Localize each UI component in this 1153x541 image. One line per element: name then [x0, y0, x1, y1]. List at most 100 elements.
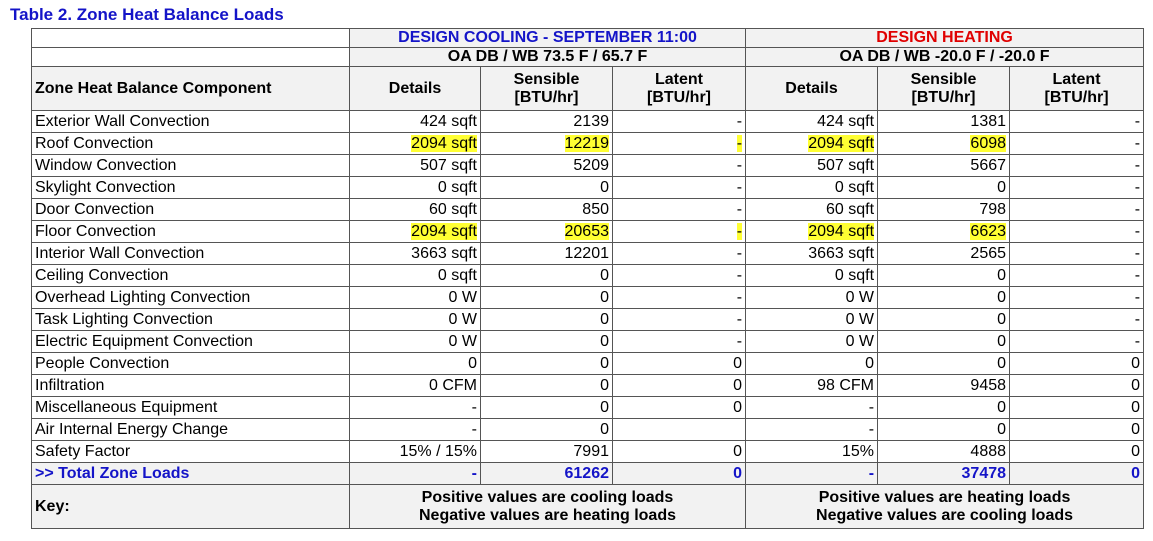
cell-value: 424 sqft — [817, 112, 875, 130]
cell-value: 2094 sqft — [411, 134, 477, 152]
column-label: Sensible [BTU/hr] — [513, 70, 580, 106]
cell: People Convection — [31, 352, 350, 375]
component-name: Floor Convection — [35, 222, 156, 240]
key-text: Positive values are heating loads — [818, 488, 1071, 506]
cell-value: 7991 — [573, 442, 609, 460]
cell-value: 424 sqft — [420, 112, 477, 130]
cell: 2094 sqft — [349, 132, 481, 155]
cell: 0 W — [349, 286, 481, 309]
data-row: Door Convection 60 sqft 850 - 60 sqft 798 - — [31, 198, 1145, 221]
cell: 2139 — [480, 110, 613, 133]
cell: Door Convection — [31, 198, 350, 221]
cell: 0 — [1009, 396, 1145, 419]
cell: 7991 — [480, 440, 613, 463]
total-cell: 0 — [1009, 462, 1145, 485]
cell: Air Internal Energy Change — [31, 418, 350, 441]
cell-value: 12219 — [564, 134, 609, 152]
data-row: People Convection 0 0 0 0 0 0 — [31, 352, 1145, 375]
key-notes: Positive values are heating loads Negativ… — [745, 484, 1145, 529]
cell: 98 CFM — [745, 374, 879, 397]
cell: 60 sqft — [349, 198, 481, 221]
key-line: Positive values are cooling loads — [353, 489, 742, 507]
data-row: Overhead Lighting Convection 0 W 0 - 0 W 0 - — [31, 286, 1145, 309]
table-title: Table 2. Zone Heat Balance Loads — [10, 5, 284, 24]
cell-value: - — [868, 398, 875, 416]
cell: Roof Convection — [31, 132, 350, 155]
column-header: Sensible [BTU/hr] — [480, 66, 613, 111]
cell: Exterior Wall Convection — [31, 110, 350, 133]
cell-value: 798 — [979, 200, 1007, 218]
data-row: Infiltration 0 CFM 0 0 98 CFM 9458 0 — [31, 374, 1145, 397]
cell-value: 0 — [733, 376, 743, 394]
column-header: Latent [BTU/hr] — [1009, 66, 1145, 111]
total-value: - — [868, 464, 875, 482]
key-notes: Positive values are cooling loads Negativ… — [348, 484, 747, 529]
data-row: Roof Convection 2094 sqft 12219 - 2094 sqft 6… — [31, 132, 1145, 155]
key-line: Negative values are heating loads — [353, 507, 742, 525]
cell: - — [1009, 110, 1145, 133]
cell: - — [611, 132, 747, 155]
cell-value: 20653 — [564, 222, 609, 240]
cell-value: 0 — [1131, 354, 1141, 372]
cell-value: - — [736, 222, 743, 240]
key-text: Negative values are heating loads — [419, 506, 676, 524]
cell-value: - — [868, 420, 875, 438]
cell: 5209 — [480, 154, 613, 177]
cell-value: 0 W — [845, 332, 875, 350]
cell-value: 0 — [997, 332, 1007, 350]
cell-value: 0 — [600, 354, 609, 372]
cell: Window Convection — [31, 154, 350, 177]
cell: 0 — [877, 330, 1011, 353]
cell-value: 0 — [600, 288, 609, 306]
cell: - — [349, 418, 481, 441]
component-name: People Convection — [35, 354, 170, 372]
cell: 0 — [1009, 352, 1145, 375]
cell-value: - — [1134, 200, 1141, 218]
cell-value: 0 — [600, 332, 609, 350]
component-name: Door Convection — [35, 200, 155, 218]
cell-value: - — [1134, 288, 1141, 306]
cell: 0 sqft — [745, 264, 879, 287]
cell-value: 0 — [997, 288, 1007, 306]
cell-value: 60 sqft — [428, 200, 477, 218]
cell — [611, 418, 747, 441]
data-row: Electric Equipment Convection 0 W 0 - 0 W 0 - — [31, 330, 1145, 353]
cell-value: 3663 sqft — [411, 244, 477, 262]
cell: - — [611, 176, 747, 199]
cell-value: 9458 — [970, 376, 1007, 394]
cell: 0 — [877, 286, 1011, 309]
cell-value: 60 sqft — [825, 200, 875, 218]
cell: 0 sqft — [349, 264, 481, 287]
cell: 2094 sqft — [745, 132, 879, 155]
cell: - — [1009, 198, 1145, 221]
cell: 0 — [877, 264, 1011, 287]
cell: - — [1009, 308, 1145, 331]
cell-value: 0 — [865, 354, 875, 372]
total-value: 61262 — [564, 464, 610, 482]
data-row: Task Lighting Convection 0 W 0 - 0 W 0 - — [31, 308, 1145, 331]
cell-value: 2094 sqft — [808, 222, 875, 240]
cell: 2565 — [877, 242, 1011, 265]
total-cell: >> Total Zone Loads — [31, 462, 350, 485]
cell-value: 0 W — [448, 310, 477, 328]
cell-value: 4888 — [970, 442, 1007, 460]
total-value: 37478 — [961, 464, 1007, 482]
cell-value: 12201 — [564, 244, 610, 262]
component-name: Roof Convection — [35, 134, 154, 152]
cell: - — [1009, 176, 1145, 199]
key-line: Negative values are cooling loads — [749, 507, 1140, 525]
cell-value: 0 CFM — [429, 376, 477, 394]
data-row: Floor Convection 2094 sqft 20653 - 2094 sqft… — [31, 220, 1145, 243]
key-text: Negative values are cooling loads — [816, 506, 1074, 524]
cell-value: - — [736, 288, 743, 306]
component-name: Electric Equipment Convection — [35, 332, 253, 350]
cell-value: 5209 — [573, 156, 609, 174]
cell: 6098 — [877, 132, 1011, 155]
cell: 0 — [1009, 440, 1145, 463]
column-header: Sensible [BTU/hr] — [877, 66, 1011, 111]
cell: 6623 — [877, 220, 1011, 243]
cell: 0 — [877, 396, 1011, 419]
cell-value: 507 sqft — [420, 156, 477, 174]
cell: - — [611, 220, 747, 243]
cell-value: 1381 — [970, 112, 1007, 130]
